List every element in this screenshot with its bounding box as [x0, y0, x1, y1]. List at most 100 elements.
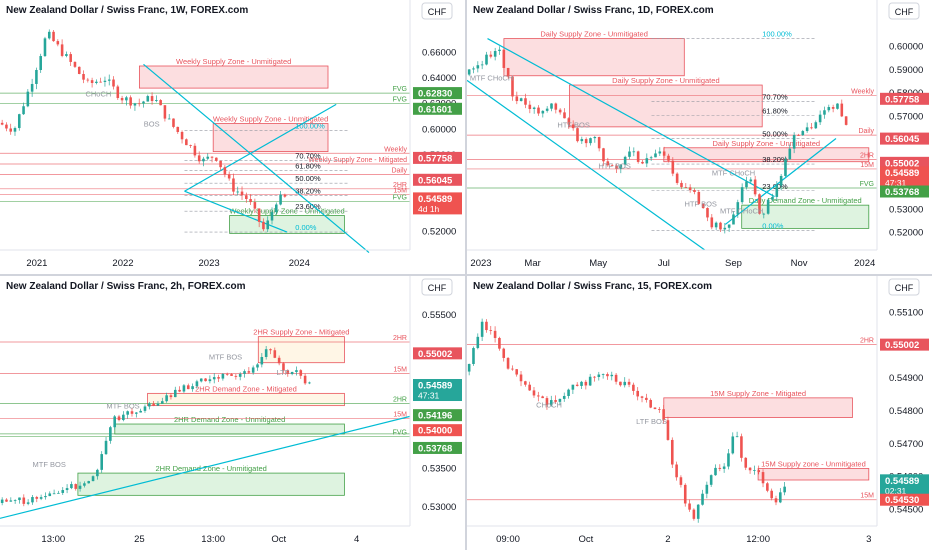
candle-body-37	[627, 381, 631, 385]
y-tick-3: 0.60000	[422, 124, 456, 135]
level-label-5: 2HR	[393, 182, 407, 189]
candle-body-14	[60, 44, 64, 56]
zone-box-0	[138, 65, 329, 89]
x-tick-1: 25	[134, 534, 145, 545]
weekly-chart-panel[interactable]: Weekly Supply Zone - Unmitigated Weekly S…	[0, 0, 465, 274]
candle-body-12	[519, 98, 523, 102]
price-tag-0	[413, 87, 462, 100]
zone-box-0	[663, 397, 853, 418]
daily-chart-panel[interactable]: Daily Supply Zone - Unmitigated Daily Sup…	[467, 0, 932, 274]
fib-label-4: 38.20%	[762, 155, 788, 164]
fib-label-0: 100.00%	[295, 121, 325, 130]
fib-label-3: 50.00%	[762, 129, 788, 138]
candle-body-79	[810, 127, 813, 129]
candle-body-12	[519, 374, 523, 382]
candle-body-26	[580, 139, 584, 142]
candle-body-50	[215, 157, 218, 161]
price-tag-value-1: 0.54589	[885, 476, 919, 487]
candle-body-32	[606, 161, 610, 166]
currency-label: CHF	[428, 7, 447, 17]
candle-body-16	[537, 107, 540, 114]
fib-label-3: 50.00%	[295, 174, 321, 183]
zone-label-1: Daily Supply Zone - Unmitigated	[612, 76, 720, 85]
candle-body-68	[762, 213, 766, 215]
annotation-1: LTF	[277, 368, 290, 377]
candle-body-75	[792, 135, 796, 149]
chart-title: New Zealand Dollar / Swiss Franc, 1D, FO…	[473, 5, 714, 16]
trend-line-2	[184, 190, 288, 233]
level-label-4: Daily	[391, 168, 407, 175]
price-tag-value-0: 0.55002	[885, 340, 919, 351]
candle-body-1	[5, 124, 8, 129]
x-tick-1: Oct	[579, 534, 594, 545]
candle-body-45	[662, 409, 665, 421]
candle-body-32	[606, 374, 609, 377]
candle-body-51	[219, 160, 222, 168]
candle-body-17	[74, 484, 78, 489]
two-hour-chart-panel[interactable]: 2HR Supply Zone - Mitigated 2HR Demand Zo…	[0, 276, 465, 550]
fifteen-minute-chart-panel[interactable]: 15M Supply Zone - Mitigated 15M Supply zo…	[467, 276, 932, 550]
price-tag-value-3: 0.56045	[418, 175, 453, 186]
level-label-5: FVG	[393, 429, 407, 436]
x-tick-3: Oct	[271, 534, 286, 545]
candle-body-56	[709, 475, 713, 485]
zone-label-2: 2HR Demand Zone - Unmitigated	[174, 415, 285, 424]
candle-body-19	[549, 400, 553, 406]
candle-body-7	[498, 337, 501, 349]
price-tag-countdown-4: 4d 1h	[418, 204, 440, 214]
zone-box-0	[503, 38, 685, 77]
candle-body-16	[537, 395, 540, 397]
annotation-0: MTF BOS	[209, 353, 242, 362]
x-tick-0: 2021	[26, 258, 47, 269]
title-background	[469, 2, 714, 16]
candle-body-25	[109, 427, 112, 441]
candle-body-16	[69, 54, 72, 62]
candle-body-62	[269, 349, 272, 351]
trend-line-0	[143, 63, 370, 254]
y-tick-3: 0.57000	[889, 111, 923, 122]
price-tag-3	[413, 173, 462, 186]
candle-body-66	[753, 179, 757, 195]
price-tag-countdown-3: 47:31	[885, 178, 907, 188]
candle-body-68	[761, 472, 765, 484]
candle-body-13	[524, 381, 527, 385]
candle-body-58	[718, 467, 722, 469]
candle-body-7	[31, 497, 34, 503]
candle-body-38	[163, 105, 167, 119]
candle-body-43	[653, 407, 657, 410]
candle-body-27	[117, 416, 121, 421]
candle-body-16	[70, 484, 73, 489]
candle-body-45	[193, 145, 197, 156]
candle-body-21	[558, 109, 562, 113]
candle-body-66	[753, 470, 756, 471]
annotation-1: LTF BOS	[636, 417, 667, 426]
candle-body-47	[670, 439, 674, 465]
candle-body-36	[623, 156, 627, 165]
candle-body-13	[524, 98, 527, 105]
candle-body-54	[701, 493, 704, 505]
candle-body-22	[96, 469, 99, 477]
trend-line-0	[487, 38, 775, 198]
candle-body-59	[253, 202, 257, 209]
candle-body-15	[532, 107, 536, 109]
candle-body-3	[13, 500, 17, 501]
level-label-0: 2HR	[393, 335, 407, 342]
candle-body-15	[65, 488, 69, 491]
candle-body-22	[563, 112, 566, 119]
annotation-5: HTF BOS	[598, 162, 631, 171]
annotation-1: BOS	[144, 119, 160, 128]
candle-body-2	[9, 500, 13, 502]
candle-body-26	[580, 381, 583, 386]
level-label-7: FVG	[393, 194, 407, 201]
candle-body-83	[827, 107, 831, 111]
level-label-6: 15M	[393, 188, 407, 195]
candle-body-86	[840, 103, 844, 117]
candle-body-28	[120, 97, 124, 101]
candle-body-76	[797, 135, 800, 136]
candle-body-57	[714, 467, 717, 476]
candle-body-29	[126, 411, 129, 415]
candle-body-70	[303, 375, 307, 384]
candle-body-28	[122, 414, 125, 421]
candle-body-65	[282, 363, 285, 371]
candle-body-7	[30, 83, 34, 92]
